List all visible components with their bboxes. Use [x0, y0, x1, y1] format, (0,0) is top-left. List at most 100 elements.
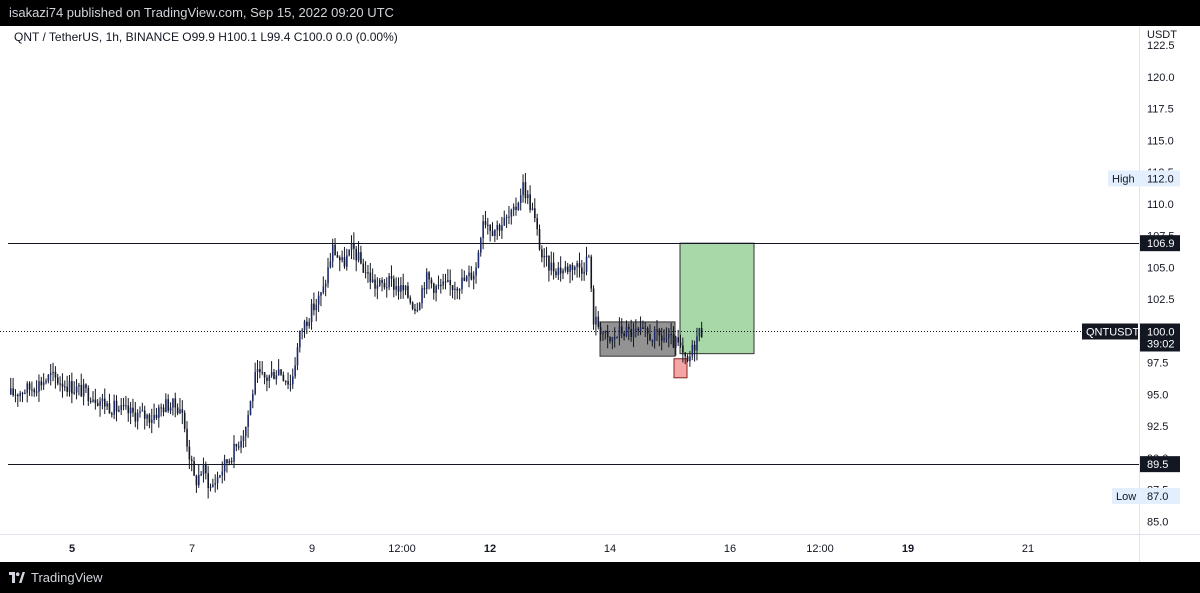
candle-down: [498, 224, 501, 231]
candle-down: [343, 257, 346, 267]
candle-down: [85, 384, 87, 389]
candle-down: [132, 407, 134, 413]
candle-down: [266, 377, 268, 381]
candle-down: [207, 473, 209, 489]
candle-down: [383, 282, 386, 288]
publish-bar: isakazi74 published on TradingView.com, …: [0, 0, 1200, 26]
candle-up: [386, 287, 388, 289]
candle-down: [463, 277, 466, 281]
candle-down: [33, 389, 36, 393]
candle-up: [527, 194, 529, 199]
candle-down: [597, 316, 600, 328]
candle-up: [632, 328, 635, 337]
candle-down: [190, 459, 193, 461]
candle-up: [289, 384, 292, 386]
candle-down: [226, 459, 228, 464]
candle-up: [475, 267, 477, 276]
candle-down: [679, 342, 682, 346]
candle-down: [313, 303, 315, 311]
candle-up: [371, 279, 374, 283]
candle-down: [28, 383, 31, 390]
candle-up: [118, 409, 120, 412]
candle-up: [421, 288, 423, 304]
candle-down: [122, 404, 125, 406]
candle-up: [550, 262, 553, 271]
candle-up: [663, 338, 665, 341]
candle-down: [578, 263, 581, 268]
candle-down: [559, 267, 562, 274]
candle-down: [433, 283, 435, 293]
candle-down: [606, 330, 609, 338]
candle-up: [327, 267, 329, 284]
candle-up: [388, 276, 390, 288]
candle-up: [249, 401, 252, 416]
candle-down: [334, 244, 336, 256]
price-chart[interactable]: QNT / TetherUS, 1h, BINANCE O99.9 H100.1…: [0, 26, 1200, 562]
candle-down: [656, 329, 658, 331]
candle-down: [355, 248, 358, 261]
drawing-zones: [599, 242, 755, 379]
candle-down: [162, 407, 165, 413]
candle-down: [686, 356, 689, 362]
candle-up: [465, 276, 468, 281]
candle-up: [252, 393, 254, 402]
candle-up: [26, 383, 29, 393]
candle-up: [468, 272, 470, 277]
candle-down: [660, 335, 663, 341]
candle-down: [684, 352, 687, 357]
candle-down: [613, 337, 616, 339]
tradingview-logo[interactable]: TradingView: [9, 570, 103, 585]
candle-up: [45, 380, 47, 383]
candle-down: [411, 302, 414, 309]
candle-down: [127, 405, 130, 414]
candle-up: [616, 336, 618, 339]
candle-down: [491, 230, 494, 237]
candle-down: [282, 374, 285, 381]
candle-down: [628, 326, 630, 330]
candle-up: [317, 295, 320, 305]
level-price-value: 89.5: [1147, 459, 1168, 471]
candle-up: [151, 419, 153, 423]
candle-down: [381, 280, 383, 283]
candle-down: [12, 388, 14, 396]
candle-down: [181, 409, 184, 413]
candle-down: [440, 284, 442, 286]
candle-up: [576, 263, 578, 267]
candle-up: [310, 303, 313, 323]
low-tag-label: Low: [1116, 491, 1136, 503]
high-tag: [1108, 170, 1180, 187]
candle-down: [287, 381, 289, 385]
candle-up: [350, 243, 353, 250]
candle-down: [456, 288, 459, 291]
price-tick-label: 115.0: [1147, 135, 1174, 147]
candle-up: [10, 388, 12, 395]
candle-up: [461, 277, 463, 289]
candle-down: [31, 389, 33, 391]
candle-up: [477, 252, 480, 268]
candle-up: [585, 256, 588, 272]
candle-down: [590, 256, 593, 289]
candle-down: [57, 377, 59, 384]
symbol-info: QNT / TetherUS, 1h, BINANCE O99.9 H100.1…: [14, 30, 398, 44]
candle-up: [416, 310, 419, 312]
candle-up: [146, 414, 148, 419]
time-tick-label: 5: [69, 543, 75, 555]
candle-up: [517, 202, 520, 210]
current-price-value: 100.0: [1147, 327, 1175, 339]
candle-down: [658, 329, 661, 336]
candle-up: [19, 392, 21, 397]
candle-up: [136, 413, 139, 422]
candle-up: [329, 261, 332, 268]
candle-down: [407, 285, 409, 298]
candle-down: [571, 265, 574, 271]
time-tick-label: 7: [189, 543, 195, 555]
candle-down: [193, 460, 195, 476]
candle-down: [195, 475, 198, 486]
candle-down: [515, 206, 517, 210]
candle-up: [169, 407, 172, 411]
chart-area[interactable]: QNT / TetherUS, 1h, BINANCE O99.9 H100.1…: [0, 26, 1200, 562]
candle-down: [390, 276, 393, 279]
candle-up: [418, 303, 421, 311]
candle-up: [543, 255, 546, 258]
stop-box: [673, 358, 688, 379]
